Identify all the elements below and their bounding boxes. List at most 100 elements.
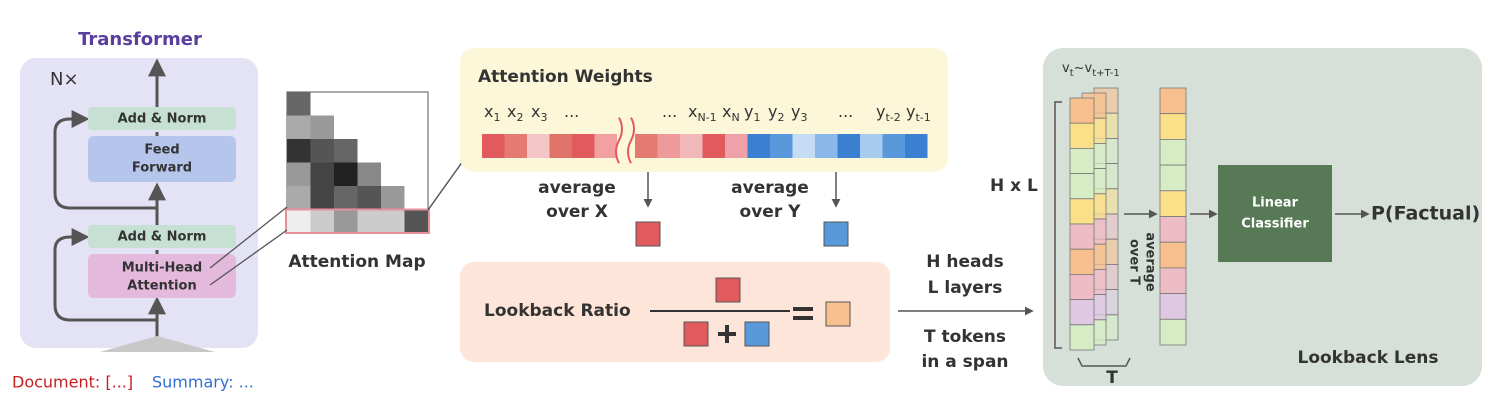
token-sub: 2 bbox=[516, 111, 523, 124]
token-sub: 1 bbox=[753, 111, 760, 124]
feature-cell bbox=[1159, 216, 1187, 243]
classifier-box bbox=[1218, 165, 1332, 262]
token-cell bbox=[702, 134, 725, 158]
map-cell bbox=[357, 209, 381, 233]
map-cell bbox=[381, 186, 405, 210]
ratio-square bbox=[744, 321, 770, 347]
feature-stack bbox=[1069, 87, 1119, 351]
label-part: t bbox=[1070, 68, 1074, 79]
token-sub: 3 bbox=[800, 111, 807, 124]
map-cell bbox=[357, 186, 381, 210]
document-label: Document: [...] bbox=[12, 373, 133, 392]
token-base: y bbox=[876, 102, 885, 121]
token-base: x bbox=[722, 102, 731, 121]
features-label: vt~vt+T-1 bbox=[1062, 61, 1120, 80]
token-base: y bbox=[791, 102, 800, 121]
average-x-label: average bbox=[538, 178, 616, 198]
token-cell bbox=[482, 134, 505, 158]
token-sub: 1 bbox=[493, 111, 500, 124]
token-cell bbox=[635, 134, 658, 158]
map-cell bbox=[334, 139, 358, 163]
token-cell bbox=[657, 134, 680, 158]
feature-cell bbox=[1159, 318, 1187, 346]
token-cell bbox=[905, 134, 928, 158]
token-cell bbox=[572, 134, 595, 158]
layers-label: L layers bbox=[928, 278, 1003, 298]
span-label: T bbox=[1106, 368, 1118, 388]
classifier-label: Classifier bbox=[1241, 217, 1309, 232]
map-cell bbox=[334, 209, 358, 233]
feature-cell bbox=[1159, 164, 1187, 192]
token-cell bbox=[837, 134, 860, 158]
token-label: xN-1 bbox=[688, 102, 717, 125]
token-cell bbox=[860, 134, 883, 158]
average-y-label: over Y bbox=[740, 202, 802, 222]
token-label: y2 bbox=[768, 102, 784, 125]
plus bbox=[718, 325, 736, 343]
token-sub: N-1 bbox=[697, 111, 716, 124]
token-label: ... bbox=[838, 102, 853, 121]
feature-cell bbox=[1159, 190, 1187, 217]
map-cell bbox=[287, 209, 311, 233]
attention-box bbox=[88, 254, 236, 298]
token-label: y1 bbox=[744, 102, 760, 125]
feature-cell bbox=[1069, 223, 1095, 250]
token-base: ... bbox=[838, 102, 853, 121]
feed-forward-label: Forward bbox=[132, 161, 192, 176]
feature-cell bbox=[1069, 173, 1095, 200]
map-cell bbox=[287, 92, 311, 116]
feed-forward-label: Feed bbox=[144, 143, 179, 158]
attention-label: Multi-Head bbox=[122, 261, 203, 276]
map-cell bbox=[310, 209, 334, 233]
token-label: xN bbox=[722, 102, 740, 125]
token-cell bbox=[594, 134, 617, 158]
token-label: x3 bbox=[531, 102, 547, 125]
ratio-square bbox=[683, 321, 709, 347]
zoom-line bbox=[209, 229, 288, 286]
token-cell bbox=[680, 134, 703, 158]
token-base: y bbox=[768, 102, 777, 121]
label-part: t+T-1 bbox=[1092, 68, 1119, 79]
map-cell bbox=[381, 209, 405, 233]
add-norm-box bbox=[88, 107, 236, 130]
feature-cell bbox=[1159, 293, 1187, 320]
map-highlight bbox=[285, 208, 430, 234]
token-cell bbox=[770, 134, 793, 158]
feature-cell bbox=[1069, 299, 1095, 326]
feature-cell bbox=[1159, 138, 1187, 166]
token-sub: t-1 bbox=[915, 111, 930, 124]
feature-cell bbox=[1159, 267, 1187, 294]
attention-map bbox=[285, 91, 430, 234]
token-cell bbox=[527, 134, 550, 158]
average-t-label: average over T bbox=[1127, 232, 1158, 292]
average-t-text: over T bbox=[1127, 239, 1142, 285]
add-norm-label: Add & Norm bbox=[118, 230, 207, 245]
feature-cell bbox=[1069, 273, 1095, 300]
feature-cell bbox=[1069, 248, 1095, 275]
transformer-arrows bbox=[53, 58, 166, 338]
map-cell bbox=[310, 186, 334, 210]
feature-cell bbox=[1159, 113, 1187, 140]
summary-label: Summary: ... bbox=[152, 373, 254, 392]
avg-x-square bbox=[635, 221, 661, 247]
attention-weights-title: Attention Weights bbox=[478, 67, 653, 87]
token-sub: t-2 bbox=[885, 111, 900, 124]
feature-cell bbox=[1159, 241, 1187, 269]
map-cell bbox=[310, 115, 334, 139]
lookback-lens-title: Lookback Lens bbox=[1297, 348, 1438, 368]
token-row: x1 x2 x3...... xN-1 xN y1 y2 y3... yt-2 yt-1 bbox=[482, 102, 931, 164]
feature-cell bbox=[1069, 122, 1095, 149]
token-label: ... bbox=[662, 102, 677, 121]
token-base: y bbox=[744, 102, 753, 121]
feed-forward-box bbox=[88, 136, 236, 182]
token-label: yt-2 bbox=[876, 102, 901, 125]
token-base: x bbox=[688, 102, 697, 121]
map-cell bbox=[334, 186, 358, 210]
add-norm-label: Add & Norm bbox=[118, 112, 207, 127]
repeat-label: N× bbox=[50, 69, 79, 90]
add-norm-box bbox=[88, 225, 236, 248]
token-cell bbox=[815, 134, 838, 158]
token-sub: 3 bbox=[540, 111, 547, 124]
